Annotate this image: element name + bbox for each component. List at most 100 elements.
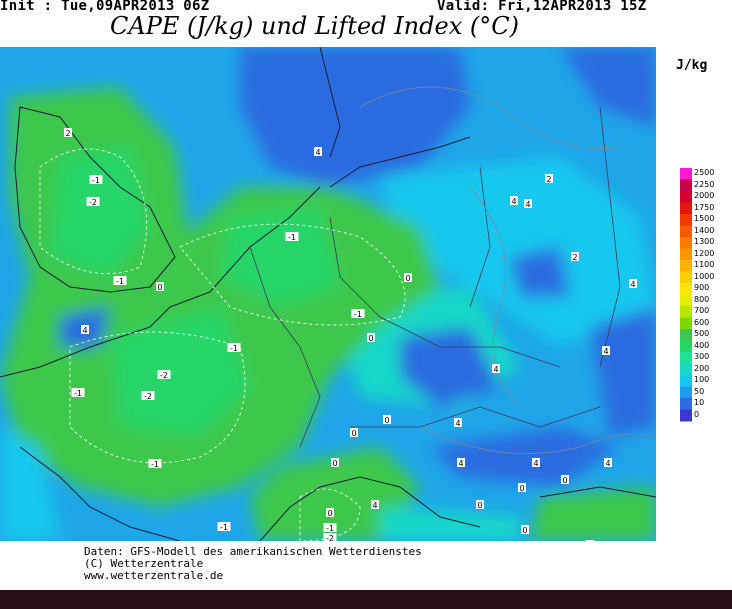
colorbar-level-label: 1300 xyxy=(694,237,715,246)
li-label-text: 2 xyxy=(572,253,577,262)
li-label-text: -1 xyxy=(74,389,82,398)
colorbar-level-label: 1100 xyxy=(694,260,715,269)
li-label: 4 xyxy=(629,279,637,289)
colorbar-swatch xyxy=(680,375,692,387)
li-label-text: -2 xyxy=(89,198,97,207)
li-label: -1 xyxy=(227,343,241,353)
li-label: -1 xyxy=(285,232,299,242)
li-label: 4 xyxy=(524,199,532,209)
li-label-text: 4 xyxy=(455,419,460,428)
li-positive-contours xyxy=(359,86,656,455)
colorbar-swatch xyxy=(680,363,692,376)
colorbar-level-label: 2250 xyxy=(694,179,715,189)
colorbar-level-label: 400 xyxy=(694,340,710,350)
li-label-text: 4 xyxy=(493,365,498,374)
li-label: 4 xyxy=(492,364,500,374)
li-label: -2 xyxy=(141,391,155,401)
li-label-text: 0 xyxy=(477,501,482,510)
li-label: 4 xyxy=(510,196,518,206)
li-label-text: 4 xyxy=(605,459,610,468)
colorbar-level-label: 500 xyxy=(694,329,710,338)
colorbar xyxy=(680,168,692,422)
colorbar-level-label: 1200 xyxy=(694,248,715,258)
li-label: 0 xyxy=(518,483,526,493)
li-label: 0 xyxy=(383,415,391,425)
li-label-text: 0 xyxy=(562,476,567,485)
colorbar-level-label: 50 xyxy=(694,386,705,396)
li-label-text: 4 xyxy=(82,326,87,335)
li-label: 0 xyxy=(156,282,164,292)
li-label: -1 xyxy=(148,459,162,469)
li-label-text: 0 xyxy=(157,283,162,292)
footer-copyright: (C) Wetterzentrale xyxy=(84,557,204,570)
colorbar-swatch xyxy=(680,340,692,353)
colorbar-level-label: 1400 xyxy=(694,225,715,235)
li-label: 4 xyxy=(602,346,610,356)
li-label-text: 2 xyxy=(65,129,70,138)
colorbar-level-label: 600 xyxy=(694,317,710,327)
li-label: 4 xyxy=(457,458,465,468)
colorbar-swatch xyxy=(680,352,692,364)
li-label: -1 xyxy=(351,309,365,319)
colorbar-swatch xyxy=(680,329,692,341)
li-label-text: 0 xyxy=(405,274,410,283)
li-label: 0 xyxy=(326,508,334,518)
li-label: -1 xyxy=(323,523,337,533)
li-label-text: -2 xyxy=(144,392,152,401)
colorbar-unit: J/kg xyxy=(676,58,708,73)
colorbar-swatch xyxy=(680,179,692,192)
li-label: 4 xyxy=(371,500,379,510)
li-label-text: 4 xyxy=(511,197,516,206)
li-label: 4 xyxy=(586,540,594,541)
colorbar-level-label: 200 xyxy=(694,363,710,373)
li-label-text: -1 xyxy=(354,310,362,319)
li-label: -2 xyxy=(157,370,171,380)
colorbar-level-label: 800 xyxy=(694,294,710,304)
li-label-text: 4 xyxy=(525,200,530,209)
colorbar-swatch xyxy=(680,237,692,249)
country-borders xyxy=(249,106,621,448)
li-label: 4 xyxy=(532,458,540,468)
colorbar-swatch xyxy=(680,202,692,215)
li-label-text: 0 xyxy=(519,484,524,493)
colorbar-level-label: 1000 xyxy=(694,271,715,281)
li-label: 0 xyxy=(367,333,375,343)
li-label-text: -1 xyxy=(92,176,100,185)
li-label: -1 xyxy=(89,175,103,185)
li-label: 4 xyxy=(81,325,89,335)
li-label: 0 xyxy=(476,500,484,510)
li-label-text: 4 xyxy=(315,148,320,157)
colorbar-level-label: 900 xyxy=(694,283,710,292)
colorbar-swatch xyxy=(680,398,692,410)
li-label-text: 0 xyxy=(522,526,527,535)
li-label: -1 xyxy=(113,276,127,286)
li-label-text: 0 xyxy=(351,429,356,438)
colorbar-swatch xyxy=(680,306,692,318)
li-label-text: -1 xyxy=(326,524,334,533)
li-contours xyxy=(39,148,406,541)
colorbar-swatch xyxy=(680,260,692,272)
colorbar-level-label: 100 xyxy=(694,375,710,384)
li-label: 4 xyxy=(604,458,612,468)
li-label-text: -2 xyxy=(160,371,168,380)
li-label: 0 xyxy=(561,475,569,485)
li-label-text: -2 xyxy=(326,534,334,541)
init-time: Init : Tue,09APR2013 06Z xyxy=(0,0,210,14)
li-label-text: -1 xyxy=(116,277,124,286)
footer-url: www.wetterzentrale.de xyxy=(84,569,224,582)
cape-map: -1-2-10-1-1-2-2-1-1-100000-1000-1-2-3-4-… xyxy=(0,47,656,541)
li-label-text: 4 xyxy=(458,459,463,468)
li-label-text: 4 xyxy=(630,280,635,289)
valid-time: Valid: Fri,12APR2013 15Z xyxy=(437,0,647,14)
li-label-text: 4 xyxy=(603,347,608,356)
li-label-text: 4 xyxy=(372,501,377,510)
li-label: -2 xyxy=(86,197,100,207)
colorbar-swatch xyxy=(680,214,692,226)
bottom-bar xyxy=(0,590,732,609)
colorbar-level-label: 1750 xyxy=(694,202,715,212)
li-label: 2 xyxy=(64,128,72,138)
colorbar-swatch xyxy=(680,271,692,284)
colorbar-level-label: 300 xyxy=(694,352,710,361)
colorbar-swatch xyxy=(680,225,692,238)
li-label: 4 xyxy=(314,147,322,157)
